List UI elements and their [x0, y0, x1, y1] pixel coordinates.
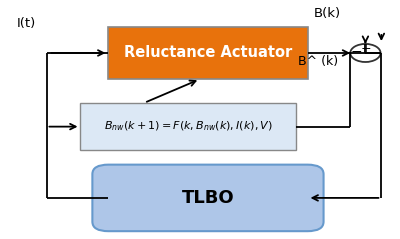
FancyBboxPatch shape [80, 103, 296, 150]
Text: B(k): B(k) [314, 7, 341, 20]
Text: B^ (k): B^ (k) [298, 55, 338, 68]
Text: I(t): I(t) [17, 17, 36, 30]
Text: Reluctance Actuator: Reluctance Actuator [124, 45, 292, 60]
Circle shape [350, 44, 380, 62]
FancyBboxPatch shape [108, 27, 308, 79]
Text: −: − [350, 45, 362, 59]
Text: TLBO: TLBO [182, 189, 234, 207]
Text: +: + [361, 42, 372, 54]
Text: $B_{nw}(k+1)=F(k,B_{nw}(k),I(k),V)$: $B_{nw}(k+1)=F(k,B_{nw}(k),I(k),V)$ [104, 120, 272, 133]
FancyBboxPatch shape [92, 165, 324, 231]
